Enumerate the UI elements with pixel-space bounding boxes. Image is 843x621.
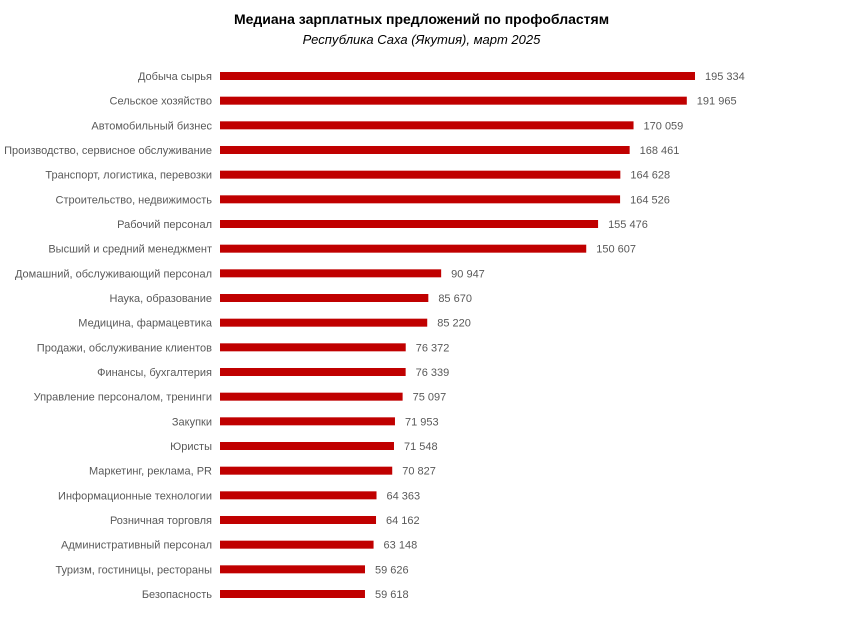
category-label: Маркетинг, реклама, PR — [89, 466, 212, 478]
bar — [220, 220, 599, 228]
bar — [220, 368, 406, 376]
value-label: 195 334 — [705, 71, 745, 83]
value-label: 64 162 — [386, 515, 420, 527]
bar — [220, 343, 406, 352]
value-label: 168 461 — [640, 145, 680, 157]
value-label: 191 965 — [697, 96, 737, 108]
value-label: 85 220 — [437, 318, 471, 330]
value-label: 63 148 — [384, 540, 418, 552]
bar — [220, 96, 687, 105]
bar — [220, 590, 365, 598]
category-label: Закупки — [172, 416, 212, 428]
value-label: 59 626 — [375, 564, 409, 576]
value-label: 70 827 — [402, 466, 436, 478]
chart-title: Медиана зарплатных предложений по профоб… — [233, 11, 610, 27]
category-label: Добыча сырья — [138, 71, 212, 83]
category-label: Финансы, бухгалтерия — [97, 367, 212, 379]
category-label: Наука, образование — [110, 293, 212, 305]
category-label: Автомобильный бизнес — [91, 120, 212, 132]
bar — [220, 565, 365, 574]
category-label: Производство, сервисное обслуживание — [4, 145, 212, 157]
bar — [220, 146, 630, 154]
value-label: 90 947 — [451, 268, 485, 280]
bar — [220, 417, 395, 426]
bar — [220, 392, 403, 401]
value-label: 75 097 — [413, 392, 447, 404]
bar — [220, 244, 587, 253]
bar — [220, 540, 374, 549]
bar — [220, 491, 377, 500]
bar — [220, 294, 429, 302]
category-label: Розничная торговля — [110, 515, 212, 527]
category-label: Транспорт, логистика, перевозки — [45, 170, 212, 182]
category-label: Безопасность — [142, 589, 212, 601]
value-label: 71 548 — [404, 441, 438, 453]
category-label: Туризм, гостиницы, рестораны — [55, 564, 212, 576]
bar — [220, 318, 428, 327]
value-label: 85 670 — [438, 293, 472, 305]
value-label: 164 628 — [630, 170, 670, 182]
bar — [220, 516, 377, 524]
category-label: Управление персоналом, тренинги — [34, 392, 212, 404]
category-label: Рабочий персонал — [117, 219, 212, 231]
value-label: 76 339 — [416, 367, 450, 379]
category-label: Информационные технологии — [58, 490, 212, 502]
bar — [220, 121, 634, 130]
category-label: Юристы — [170, 441, 212, 453]
value-label: 164 526 — [630, 194, 670, 206]
category-label: Высший и средний менеджмент — [48, 244, 212, 256]
value-label: 76 372 — [416, 342, 450, 354]
category-label: Строительство, недвижимость — [56, 194, 213, 206]
value-label: 155 476 — [608, 219, 648, 231]
value-label: 170 059 — [644, 120, 684, 132]
bar — [220, 466, 393, 475]
category-label: Сельское хозяйство — [110, 96, 212, 108]
chart-subtitle: Республика Саха (Якутия), март 2025 — [302, 32, 541, 47]
category-label: Продажи, обслуживание клиентов — [37, 342, 212, 354]
value-label: 59 618 — [375, 589, 409, 601]
bar — [220, 442, 394, 450]
category-label: Административный персонал — [61, 540, 212, 552]
value-label: 71 953 — [405, 416, 439, 428]
bar — [220, 170, 621, 179]
category-label: Домашний, обслуживающий персонал — [15, 268, 212, 280]
bar — [220, 269, 442, 278]
bar — [220, 195, 621, 204]
category-label: Медицина, фармацевтика — [78, 318, 213, 330]
bar — [220, 72, 695, 80]
value-label: 64 363 — [387, 490, 421, 502]
value-label: 150 607 — [596, 244, 636, 256]
